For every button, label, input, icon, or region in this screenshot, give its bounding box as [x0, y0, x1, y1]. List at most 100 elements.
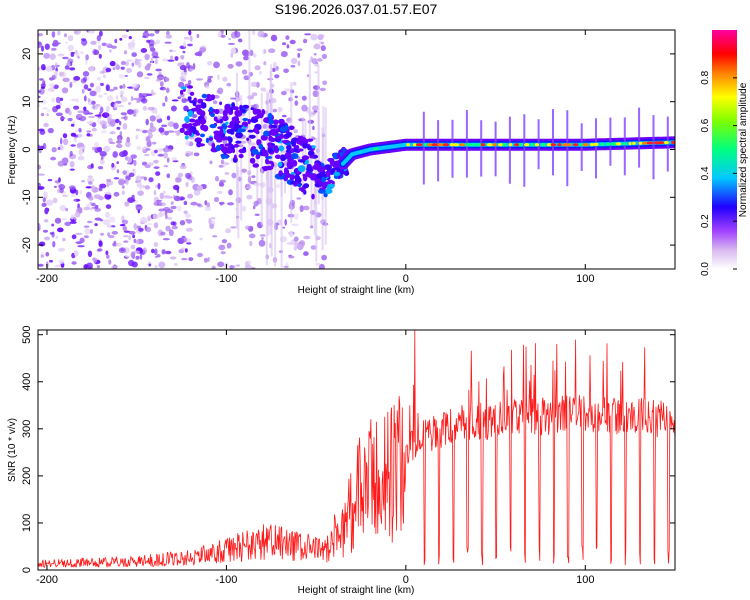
- noise-blob: [204, 85, 210, 89]
- ridge-blob: [279, 126, 287, 133]
- noise-blob: [99, 151, 107, 157]
- noise-blob: [313, 53, 317, 56]
- noise-blob: [83, 106, 87, 111]
- noise-blob: [62, 77, 70, 83]
- ridge-blob: [255, 154, 261, 160]
- noise-blob: [47, 109, 51, 112]
- noise-blob: [38, 90, 42, 93]
- noise-blob: [159, 192, 164, 200]
- snr-x-label: Height of straight line (km): [298, 585, 415, 596]
- noise-blob: [146, 73, 153, 76]
- noise-blob: [221, 239, 228, 244]
- noise-blob: [209, 160, 213, 165]
- noise-blob: [93, 142, 100, 148]
- noise-blob: [286, 44, 290, 49]
- tone-hotspot: [534, 143, 540, 147]
- noise-blob: [217, 261, 225, 268]
- tone-hotspot: [540, 143, 546, 147]
- ridge-blob: [271, 162, 275, 168]
- noise-blob: [171, 157, 177, 161]
- tone-hotspot: [400, 143, 405, 147]
- tone-hotspot: [557, 143, 562, 147]
- tone-hotspot: [464, 143, 472, 147]
- noise-blob: [78, 207, 83, 214]
- ridge-blob: [291, 137, 297, 145]
- tone-hotspot: [572, 143, 579, 147]
- noise-blob: [133, 159, 137, 167]
- y-tick-label: 0: [21, 146, 33, 152]
- ridge-blob: [270, 130, 279, 136]
- noise-blob: [112, 67, 116, 71]
- noise-blob: [122, 123, 128, 130]
- noise-blob: [153, 159, 159, 164]
- noise-blob: [251, 30, 256, 36]
- noise-blob: [99, 106, 104, 113]
- noise-blob: [79, 237, 85, 243]
- ridge-blob: [315, 178, 321, 184]
- noise-blob: [196, 185, 203, 192]
- noise-blob: [161, 124, 168, 128]
- noise-blob: [136, 145, 142, 151]
- noise-blob: [240, 168, 247, 173]
- noise-blob: [92, 256, 98, 263]
- noise-blob: [117, 104, 124, 108]
- noise-blob: [61, 87, 69, 94]
- tone-hotspot: [459, 143, 466, 147]
- noise-blob: [119, 85, 123, 89]
- noise-blob: [79, 189, 83, 195]
- noise-blob: [302, 205, 310, 211]
- noise-blob: [119, 224, 126, 227]
- spectrogram-y-label: Frequency (Hz): [7, 116, 18, 185]
- tone-hotspot: [423, 143, 427, 147]
- noise-blob: [157, 183, 161, 190]
- noise-blob: [132, 234, 136, 239]
- noise-blob: [321, 53, 327, 60]
- ridge-blob: [296, 139, 302, 145]
- tone-hotspot: [523, 143, 530, 147]
- noise-blob: [98, 53, 102, 59]
- noise-blob: [248, 233, 256, 239]
- noise-blob: [244, 264, 253, 269]
- ridge-blob: [184, 135, 189, 140]
- noise-blob: [108, 137, 113, 144]
- noise-blob: [122, 83, 126, 89]
- noise-blob: [115, 242, 122, 247]
- noise-blob: [280, 51, 288, 58]
- noise-blob: [126, 136, 130, 143]
- noise-blob: [114, 38, 118, 44]
- noise-blob: [162, 190, 166, 195]
- noise-blob: [316, 58, 323, 62]
- noise-blob: [51, 147, 57, 153]
- noise-blob: [131, 261, 138, 268]
- y-tick-label: 300: [21, 420, 33, 438]
- noise-blob: [71, 261, 77, 265]
- noise-blob: [315, 262, 320, 266]
- noise-blob: [141, 161, 148, 166]
- noise-blob: [144, 153, 150, 157]
- noise-blob: [125, 61, 129, 67]
- noise-blob: [277, 106, 283, 113]
- noise-blob: [74, 30, 81, 35]
- noise-blob: [187, 193, 194, 199]
- noise-blob: [156, 199, 163, 202]
- noise-blob: [57, 53, 65, 57]
- noise-blob: [86, 121, 94, 124]
- noise-blob: [164, 41, 172, 44]
- ridge-blob: [220, 153, 226, 160]
- noise-blob: [96, 76, 102, 81]
- tone-hotspot: [514, 143, 520, 147]
- noise-blob: [46, 199, 54, 206]
- noise-blob: [38, 263, 44, 267]
- noise-blob: [187, 79, 192, 85]
- ridge-blob: [192, 101, 197, 107]
- noise-blob: [73, 134, 79, 138]
- noise-blob: [127, 156, 133, 164]
- noise-blob: [173, 130, 178, 133]
- ridge-blob: [342, 147, 346, 154]
- noise-blob: [122, 226, 128, 231]
- noise-blob: [62, 133, 68, 139]
- noise-blob: [319, 34, 325, 38]
- noise-blob: [65, 41, 68, 44]
- noise-blob: [98, 94, 103, 99]
